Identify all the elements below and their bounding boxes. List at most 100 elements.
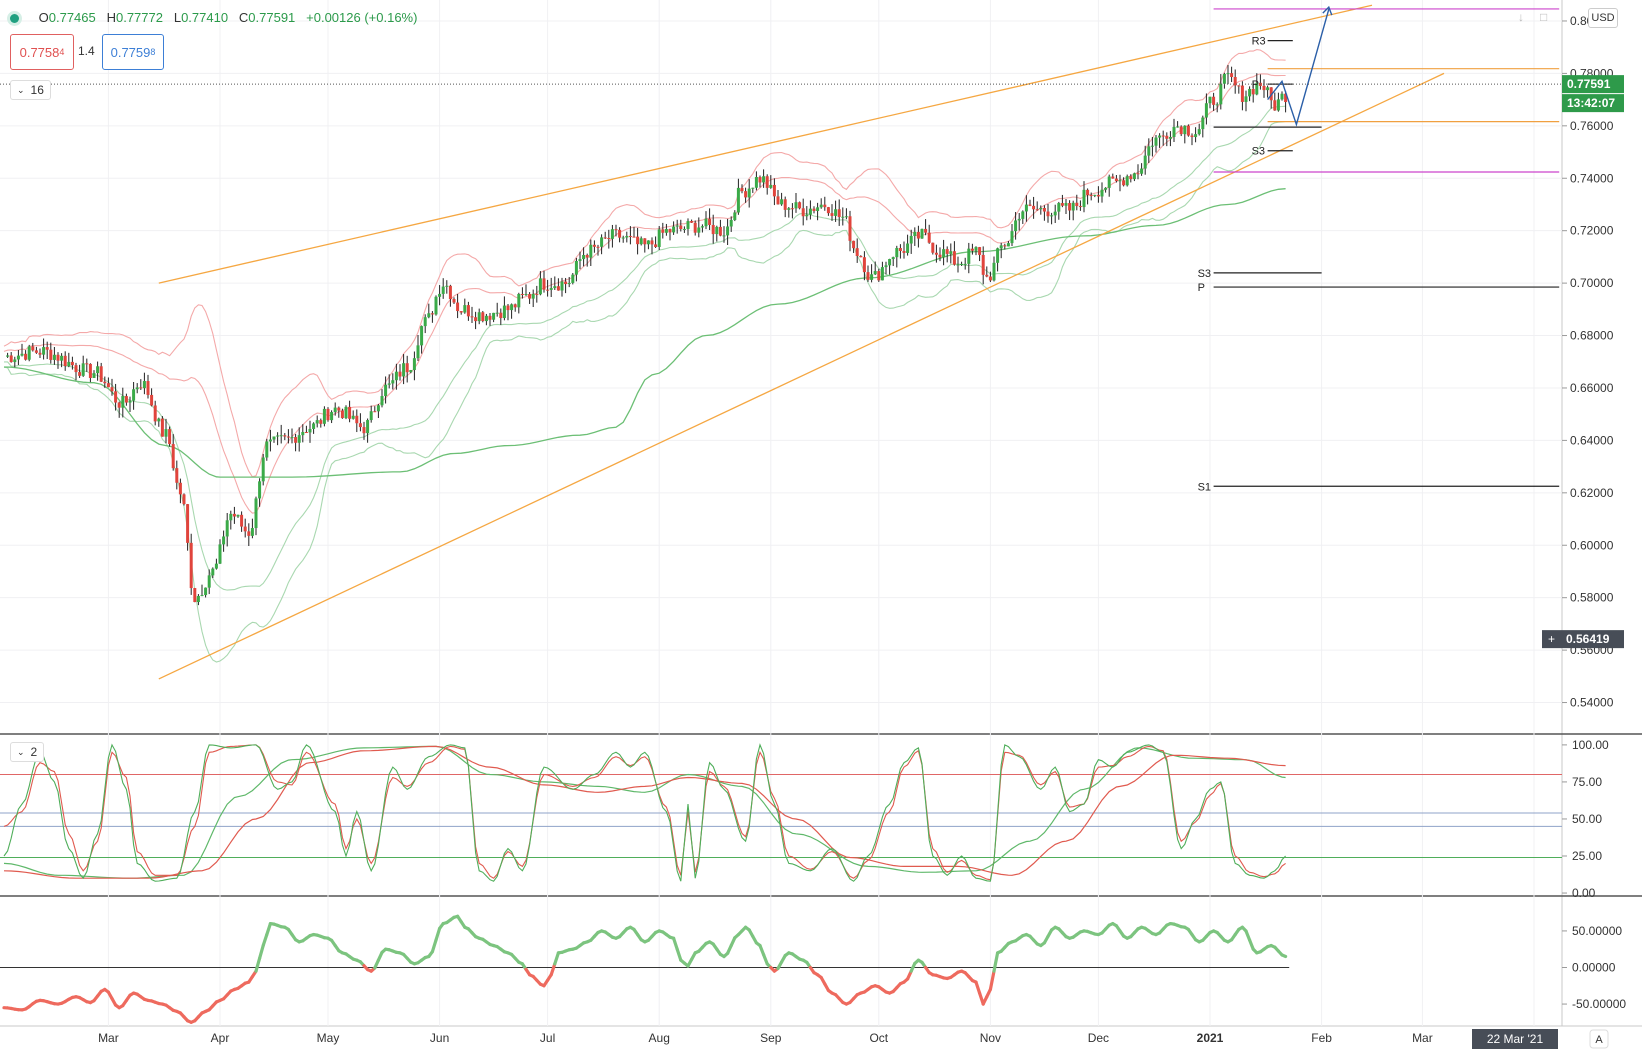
candle-body <box>279 435 283 437</box>
candle-body <box>1114 178 1118 182</box>
candle-body <box>1089 195 1093 197</box>
candle-body <box>772 184 776 197</box>
currency-button[interactable]: USD <box>1588 8 1618 28</box>
candle-body <box>686 221 690 229</box>
high-value: 0.77772 <box>115 10 163 25</box>
candle-body <box>891 257 895 260</box>
crosshair-plus-icon: + <box>1548 632 1555 646</box>
countdown-text: 13:42:07 <box>1567 96 1615 110</box>
candle-body <box>506 305 510 311</box>
buy-button[interactable]: 0.7759 8 <box>102 34 164 70</box>
candle-body <box>1262 85 1266 91</box>
candle-body <box>117 402 121 408</box>
stochastic-slow-red <box>3 745 1286 879</box>
candle-body <box>1194 134 1198 138</box>
candle-body <box>1226 73 1230 75</box>
candle-body <box>643 238 647 245</box>
candle-body <box>276 435 280 437</box>
candle-body <box>1276 99 1280 111</box>
candle-body <box>495 312 499 314</box>
price-tick-label: 0.68000 <box>1570 329 1614 343</box>
price-tick-label: 0.54000 <box>1570 696 1614 710</box>
candle-body <box>902 251 906 253</box>
candle-body <box>852 240 856 249</box>
candle-body <box>1176 126 1180 128</box>
arrow-down-icon[interactable]: ↓ <box>1518 10 1524 24</box>
candle-body <box>427 313 431 318</box>
candle-body <box>481 312 485 322</box>
momentum-pane[interactable] <box>0 914 1290 1024</box>
candle-body <box>358 423 362 428</box>
candle-body <box>697 227 701 233</box>
sell-button[interactable]: 0.7758 4 <box>10 34 74 70</box>
candle-body <box>884 265 888 268</box>
candle-body <box>589 244 593 258</box>
candle-body <box>171 444 175 469</box>
indicator-count-main: 16 <box>30 83 44 97</box>
buy-price: 0.7759 <box>110 44 151 60</box>
candle-body <box>909 235 913 244</box>
candle-body <box>139 387 143 389</box>
indicators-toggle-stochastic[interactable]: ⌄ 2 <box>10 742 45 762</box>
candle-body <box>1014 220 1018 232</box>
candle-body <box>24 353 28 360</box>
auto-scale-button[interactable] <box>1589 1029 1609 1049</box>
candle-body <box>405 363 409 373</box>
candle-body <box>1096 194 1100 197</box>
stochastic-signal-line <box>3 744 1286 881</box>
candle-body <box>290 437 294 439</box>
candle-body <box>517 293 521 308</box>
momentum-segment <box>675 947 683 962</box>
price-pane[interactable]: R3 P S3 S3 P S1 <box>0 4 1562 680</box>
candle-body <box>985 274 989 277</box>
candle-body <box>690 221 694 223</box>
projection-path[interactable] <box>1267 9 1330 127</box>
candle-body <box>31 346 35 351</box>
candle-body <box>459 311 463 313</box>
auto-scale-label: A <box>1595 1034 1603 1046</box>
candle-body <box>78 372 82 376</box>
candle-body <box>1280 93 1284 100</box>
candle-body <box>6 355 10 357</box>
candle-body <box>754 177 758 188</box>
candle-body <box>502 305 506 319</box>
candle-body <box>639 238 643 245</box>
bollinger-band-line <box>3 120 1286 663</box>
candle-body <box>794 202 798 209</box>
candle-body <box>1111 176 1115 179</box>
crosshair-price-text: 0.56419 <box>1566 632 1610 646</box>
candle-body <box>333 407 337 413</box>
candle-body <box>664 229 668 233</box>
candle-body <box>1143 155 1147 169</box>
candle-body <box>142 381 146 389</box>
candle-body <box>600 237 604 247</box>
candle-body <box>128 400 132 403</box>
maximize-icon[interactable]: □ <box>1540 10 1548 24</box>
candle-body <box>1003 245 1007 247</box>
price-axis[interactable]: 0.800000.780000.760000.740000.720000.700… <box>1562 14 1626 1011</box>
candle-body <box>1197 129 1201 135</box>
price-tick-label: 0.58000 <box>1570 591 1614 605</box>
candle-body <box>477 312 481 322</box>
candle-body <box>938 254 942 258</box>
indicators-toggle-main[interactable]: ⌄ 16 <box>10 80 51 100</box>
momentum-segment <box>258 943 265 960</box>
candle-body <box>448 285 452 300</box>
candle-body <box>895 248 899 258</box>
candle-body <box>384 384 388 397</box>
candle-body <box>484 315 488 322</box>
candle-body <box>49 349 53 360</box>
candle-body <box>438 293 442 297</box>
time-tick-label: Nov <box>980 1031 1001 1045</box>
candle-body <box>1154 137 1158 146</box>
stochastic-pane[interactable] <box>0 743 1562 882</box>
candle-body <box>650 240 654 245</box>
candle-body <box>103 381 107 384</box>
candle-body <box>1147 146 1151 156</box>
candle-body <box>175 468 179 483</box>
candle-body <box>992 262 996 281</box>
candle-body <box>758 177 762 183</box>
candle-body <box>747 188 751 198</box>
